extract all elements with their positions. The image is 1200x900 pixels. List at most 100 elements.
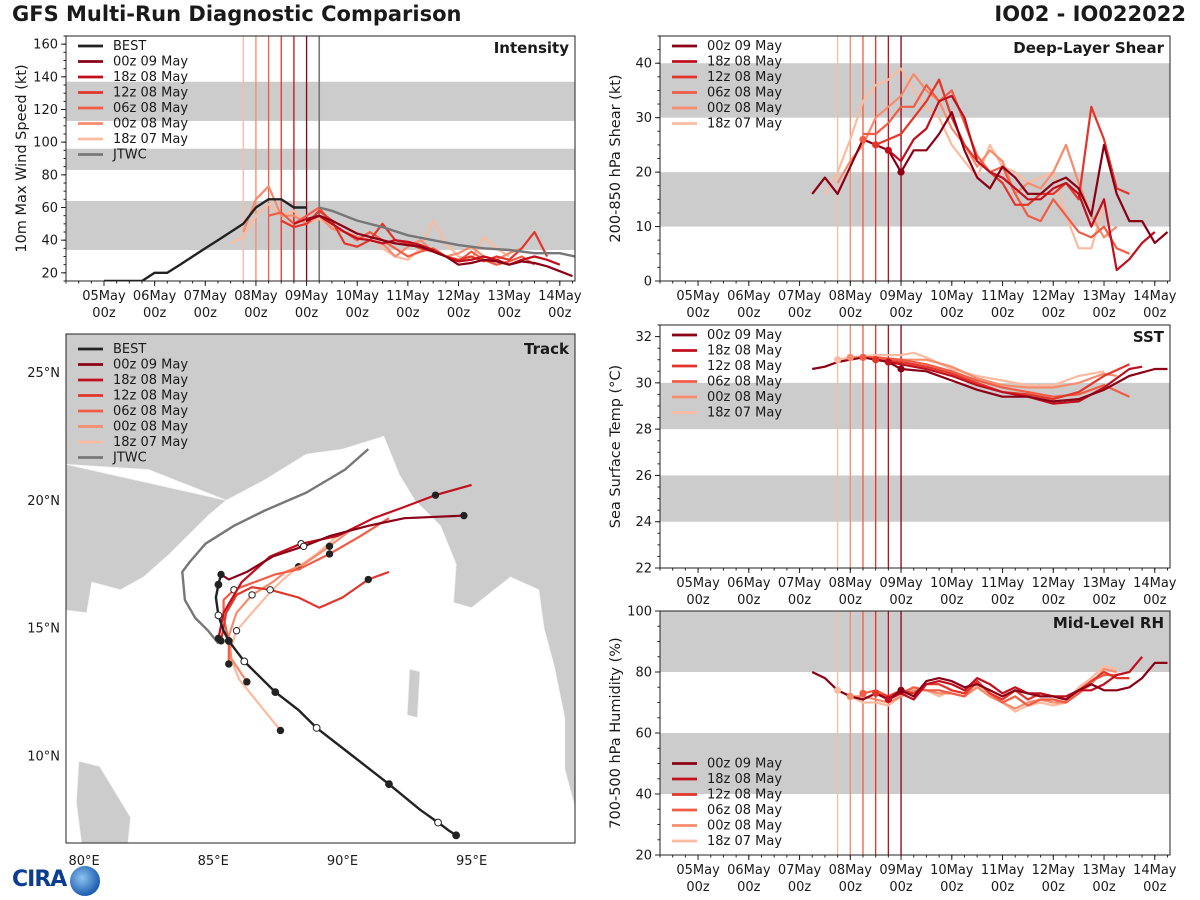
track-series-line [227, 535, 339, 732]
shear-series-line [836, 72, 1118, 239]
intensity-ytick-label: 40 [41, 234, 58, 249]
shear-xtick-day: 09May [879, 289, 923, 304]
intensity-xtick-day: 08May [234, 289, 278, 304]
shear-xtick-day: 06May [727, 289, 771, 304]
intensity-ytick-label: 120 [33, 103, 58, 118]
sst-ytick-label: 24 [635, 515, 652, 530]
track-series-marker [214, 634, 223, 643]
intensity-xtick-day: 10May [336, 289, 380, 304]
intensity-xtick-day: 11May [386, 289, 430, 304]
track-legend-label: 18z 07 May [113, 435, 188, 450]
shear-xtick-hour: 00z [1092, 306, 1116, 321]
intensity-ytick-label: 80 [41, 168, 58, 183]
intensity-legend-label: 00z 09 May [113, 55, 188, 70]
track-legend-label: 18z 08 May [113, 373, 188, 388]
track-ytick-label: 25°N [27, 366, 60, 381]
shear-legend-label: 00z 08 May [707, 101, 782, 116]
track-ytick-label: 10°N [27, 750, 60, 765]
sst-xtick-day: 06May [727, 576, 771, 591]
track-series-marker [232, 627, 241, 635]
storm-id: IO02 - IO022022 [994, 2, 1186, 26]
sst-legend-label: 18z 08 May [707, 344, 782, 359]
sst-xtick-day: 05May [676, 576, 720, 591]
sst-xtick-hour: 00z [1143, 593, 1167, 608]
sst-ytick-label: 22 [635, 562, 652, 577]
rh-xtick-hour: 00z [1092, 880, 1116, 895]
shear-xtick-hour: 00z [1143, 306, 1167, 321]
intensity-xtick-day: 09May [285, 289, 329, 304]
shear-series-line [811, 111, 1169, 244]
sst-xtick-hour: 00z [1092, 593, 1116, 608]
sst-ytick-label: 30 [635, 376, 652, 391]
sst-legend-label: 06z 08 May [707, 375, 782, 390]
intensity-xtick-hour: 00z [346, 306, 370, 321]
shear-xtick-hour: 00z [1042, 306, 1066, 321]
intensity-ytick-label: 140 [33, 70, 58, 85]
intensity-series-line [306, 214, 573, 278]
track-best-marker [312, 723, 321, 732]
track-series-line [222, 517, 390, 664]
sst-xtick-hour: 00z [1042, 593, 1066, 608]
sst-init-marker [834, 356, 842, 364]
intensity-xtick-day: 12May [437, 289, 481, 304]
intensity-xtick-hour: 00z [194, 306, 218, 321]
rh-legend-label: 18z 07 May [707, 834, 782, 849]
shear-xtick-hour: 00z [839, 306, 863, 321]
sst-series-line [863, 356, 1130, 398]
track-series-marker [325, 542, 334, 550]
shear-xtick-day: 05May [676, 289, 720, 304]
track-panel: 80°E 85°E 90°E 95°E 10°N 15°N 20°N 25°N Track BES… [27, 333, 576, 869]
rh-xtick-day: 11May [981, 863, 1025, 878]
track-xtick-label: 95°E [456, 854, 487, 869]
track-series-marker [243, 678, 251, 686]
sst-xtick-day: 13May [1082, 576, 1126, 591]
intensity-xtick-hour: 00z [447, 306, 471, 321]
rh-xtick-hour: 00z [686, 880, 710, 895]
track-series-marker [300, 542, 308, 550]
intensity-xtick-day: 14May [538, 289, 582, 304]
sst-shade-band [660, 475, 1170, 522]
sst-init-marker [872, 356, 880, 364]
intensity-legend-label: BEST [113, 39, 146, 54]
track-best-marker [385, 780, 393, 789]
rh-xtick-day: 09May [879, 863, 923, 878]
intensity-jtwc-line [318, 206, 575, 258]
shear-ytick-label: 10 [635, 220, 652, 235]
rh-xtick-hour: 00z [1042, 880, 1066, 895]
shear-xtick-hour: 00z [686, 306, 710, 321]
intensity-ytick-label: 60 [41, 201, 58, 216]
track-series-marker [431, 491, 440, 499]
rh-title: Mid-Level RH [1053, 614, 1164, 632]
sst-panel: 22 24 26 28 30 32 05May 00z 06May 00z 07May 00z 08Ma… [608, 324, 1177, 608]
sst-xtick-day: 12May [1032, 576, 1076, 591]
rh-shade-band [660, 611, 1170, 672]
shear-xtick-hour: 00z [991, 306, 1015, 321]
track-series-marker [225, 660, 233, 668]
track-series-marker [364, 575, 372, 584]
sst-plot-area [660, 325, 1170, 568]
shear-xtick-hour: 00z [788, 306, 812, 321]
rh-init-marker [859, 689, 867, 697]
shear-xtick-hour: 00z [737, 306, 761, 321]
rh-xtick-day: 06May [727, 863, 771, 878]
shear-ylabel: 200-850 hPa Shear (kt) [608, 74, 624, 242]
rh-series-line [837, 664, 1117, 713]
sst-xtick-day: 08May [829, 576, 873, 591]
shear-xtick-day: 13May [1082, 289, 1126, 304]
track-series-marker [460, 511, 468, 520]
intensity-ytick-label: 20 [41, 266, 58, 281]
rh-series-line [811, 661, 1168, 701]
track-series-marker [325, 550, 334, 558]
sst-xtick-day: 09May [879, 576, 923, 591]
sst-init-marker [884, 358, 892, 366]
land-india [66, 334, 575, 808]
intensity-legend-label: 12z 08 May [113, 86, 188, 101]
sst-shade-band [660, 382, 1170, 430]
sst-series-line [888, 360, 1143, 405]
sst-init-marker [859, 353, 867, 361]
track-legend-label: JTWC [112, 451, 147, 466]
intensity-legend-label: 18z 07 May [113, 132, 188, 147]
rh-xtick-hour: 00z [839, 880, 863, 895]
sst-series-line [837, 351, 1105, 387]
